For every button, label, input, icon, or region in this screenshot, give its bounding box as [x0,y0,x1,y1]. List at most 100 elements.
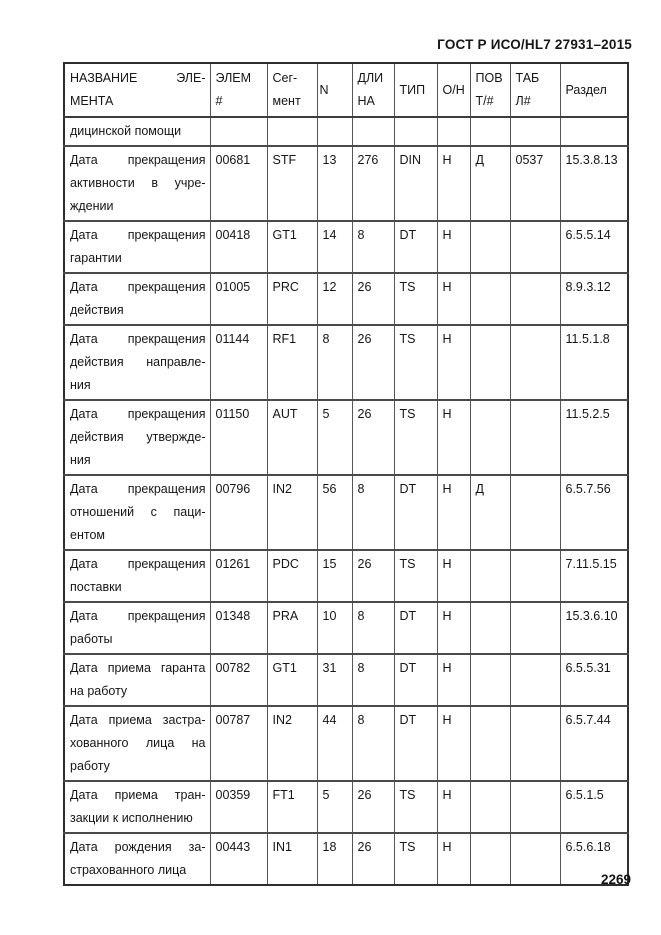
text-line: на работу [70,684,128,698]
cell-n: 8 [316,325,353,400]
cell-type: TS [393,781,438,833]
element-name-cell: Дата прекращения действия утвержде-ния [63,400,211,475]
element-name-cell: дицинской помощи [63,117,211,146]
cell-on: Н [436,706,471,781]
cell-tab [509,781,561,833]
cell-segment: PRC [266,273,318,325]
cell-on: Н [436,221,471,273]
element-name-cell: Дата прекращения активности в учре-ждении [63,146,211,221]
cell-length: 26 [351,833,395,885]
text-line: Дата прекращения [70,153,206,167]
cell-tab [509,550,561,602]
text-line: Дата приема застра- [70,713,206,727]
cell-rep [469,706,511,781]
cell-n: 10 [316,602,353,654]
cell-rep [469,833,511,885]
cell-tab [509,602,561,654]
element-name-cell: Дата прекращения работы [63,602,211,654]
cell-length: 26 [351,781,395,833]
text-line: отношений с паци- [70,505,206,519]
text-line: Дата прекращения [70,228,206,242]
text-line: ния [70,378,91,392]
cell-tab [509,117,561,146]
element-name-cell: Дата приема тран-закции к исполнению [63,781,211,833]
cell-elem: 01144 [209,325,268,400]
cell-rep [469,325,511,400]
cell-type: TS [393,325,438,400]
cell-n: 31 [316,654,353,706]
cell-n: 56 [316,475,353,550]
cell-length: 26 [351,400,395,475]
cell-elem: 00418 [209,221,268,273]
cell-tab: 0537 [509,146,561,221]
cell-elem: 01261 [209,550,268,602]
cell-section: 6.5.5.14 [559,221,629,273]
cell-length: 26 [351,273,395,325]
cell-elem: 00681 [209,146,268,221]
table-row: Дата прекращения действия 01005 PRC 12 26 TS Н 8… [63,273,629,325]
element-name-cell: Дата приема гаранта на работу [63,654,211,706]
column-header-n: N [316,63,353,117]
text-line: # [215,94,223,108]
cell-n [316,117,353,146]
text-line: Дата приема гаранта [70,661,206,675]
cell-elem [209,117,268,146]
column-header-rep: ПОВ Т/# [469,63,511,117]
cell-n: 44 [316,706,353,781]
cell-on: Н [436,602,471,654]
cell-elem: 00443 [209,833,268,885]
cell-type: DT [393,706,438,781]
cell-rep [469,221,511,273]
cell-length: 8 [351,475,395,550]
cell-elem: 00796 [209,475,268,550]
cell-segment: PRA [266,602,318,654]
column-header-on: О/Н [436,63,471,117]
text-line: действия направле- [70,355,206,369]
cell-section: 11.5.1.8 [559,325,629,400]
cell-on [436,117,471,146]
text-line: страхованного лица [70,863,187,877]
table-header: НАЗВАНИЕ ЭЛЕ- МЕНТА ЭЛЕМ # Сег-мент N ДЛИ НА ТИП… [63,63,629,117]
table-row: Дата прекращения работы 01348 PRA 10 8 DT Н 15.3… [63,602,629,654]
cell-on: Н [436,654,471,706]
cell-section: 15.3.6.10 [559,602,629,654]
text-line: ТАБ [515,71,540,85]
text-line: гарантии [70,251,122,265]
cell-section: 6.5.6.18 [559,833,629,885]
cell-n: 14 [316,221,353,273]
text-line: работы [70,632,113,646]
cell-tab [509,706,561,781]
cell-on: Н [436,400,471,475]
column-header-segment: Сег-мент [266,63,318,117]
cell-length: 8 [351,221,395,273]
table-row: Дата прекращения гарантии 00418 GT1 14 8 DT Н 6.… [63,221,629,273]
cell-n: 5 [316,400,353,475]
cell-length: 276 [351,146,395,221]
cell-length: 8 [351,602,395,654]
cell-segment: FT1 [266,781,318,833]
cell-segment: GT1 [266,654,318,706]
hl7-elements-table: НАЗВАНИЕ ЭЛЕ- МЕНТА ЭЛЕМ # Сег-мент N ДЛИ НА ТИП… [63,62,629,886]
cell-type [393,117,438,146]
cell-rep [469,654,511,706]
text-line: Дата прекращения [70,482,206,496]
text-line: Дата прекращения [70,609,206,623]
cell-segment: RF1 [266,325,318,400]
table-row: Дата прекращения поставки 01261 PDC 15 26 TS Н 7… [63,550,629,602]
text-line: закции к исполнению [70,811,193,825]
text-line: ТИП [399,82,426,97]
text-line: хованного лица на [70,736,206,750]
cell-section: 7.11.5.15 [559,550,629,602]
cell-segment: IN1 [266,833,318,885]
element-name-cell: Дата прекращения действия направле-ния [63,325,211,400]
column-header-name: НАЗВАНИЕ ЭЛЕ- МЕНТА [63,63,211,117]
table-row: Дата прекращения действия утвержде-ния 011… [63,400,629,475]
table-row: Дата прекращения отношений с паци-ентом 00… [63,475,629,550]
column-header-section: Раздел [559,63,629,117]
cell-n: 15 [316,550,353,602]
cell-section [559,117,629,146]
cell-section: 6.5.5.31 [559,654,629,706]
text-line: Дата приема тран- [70,788,206,802]
text-line: N [319,82,329,97]
cell-segment: IN2 [266,475,318,550]
